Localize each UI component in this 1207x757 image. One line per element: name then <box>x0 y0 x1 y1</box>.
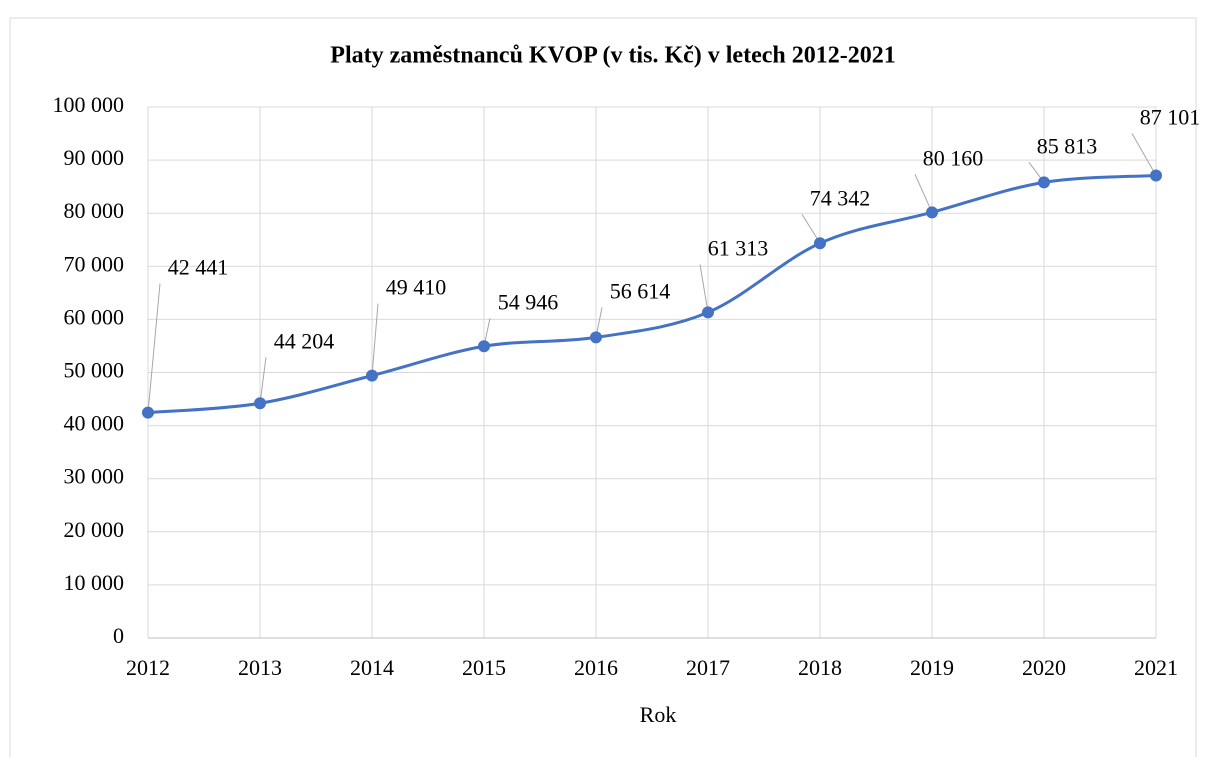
y-tick-label: 70 000 <box>64 251 125 276</box>
y-tick-label: 20 000 <box>64 517 125 542</box>
x-tick-label: 2019 <box>910 655 954 680</box>
data-point <box>590 331 602 344</box>
x-tick-label: 2015 <box>462 655 506 680</box>
y-tick-label: 30 000 <box>64 464 125 489</box>
y-tick-label: 40 000 <box>64 411 125 436</box>
y-tick-label: 80 000 <box>64 198 125 223</box>
data-label: 44 204 <box>274 328 335 353</box>
x-tick-label: 2012 <box>126 655 170 680</box>
data-point <box>142 406 154 419</box>
y-tick-label: 0 <box>113 623 124 648</box>
leader-line <box>699 264 709 313</box>
data-point <box>254 397 266 410</box>
data-label: 74 342 <box>810 185 871 210</box>
y-tick-label: 90 000 <box>64 145 125 170</box>
data-point <box>478 340 490 353</box>
x-tick-label: 2018 <box>798 655 842 680</box>
data-label: 49 410 <box>386 275 447 300</box>
data-point <box>814 237 826 250</box>
data-label: 56 614 <box>610 278 671 303</box>
chart-title: Platy zaměstnanců KVOP (v tis. Kč) v let… <box>330 43 895 69</box>
data-point <box>702 306 714 319</box>
x-tick-label: 2014 <box>350 655 394 680</box>
data-label: 54 946 <box>498 289 559 314</box>
y-tick-label: 100 000 <box>53 92 125 117</box>
data-point <box>366 369 378 382</box>
y-tick-label: 50 000 <box>64 358 125 383</box>
y-tick-label: 10 000 <box>64 570 125 595</box>
data-point <box>1150 169 1162 182</box>
x-axis-label: Rok <box>640 702 677 727</box>
x-tick-label: 2016 <box>574 655 618 680</box>
x-tick-label: 2013 <box>238 655 282 680</box>
data-label: 87 101 <box>1140 105 1201 130</box>
line <box>147 173 1157 415</box>
data-label: 42 441 <box>168 255 229 280</box>
data-label: 80 160 <box>923 145 984 170</box>
data-label: 61 313 <box>708 235 769 260</box>
x-tick-label: 2020 <box>1022 655 1066 680</box>
x-tick-label: 2021 <box>1134 655 1178 680</box>
leader-line <box>147 283 161 413</box>
chart-frame <box>9 17 1197 757</box>
y-tick-label: 60 000 <box>64 304 125 329</box>
leader-line <box>259 357 267 404</box>
data-point <box>1038 176 1050 189</box>
leader-line <box>914 174 933 213</box>
leader-line <box>1131 133 1157 176</box>
data-label: 85 813 <box>1037 133 1098 158</box>
leader-line <box>371 303 379 376</box>
x-tick-label: 2017 <box>686 655 730 680</box>
data-point <box>926 206 938 219</box>
